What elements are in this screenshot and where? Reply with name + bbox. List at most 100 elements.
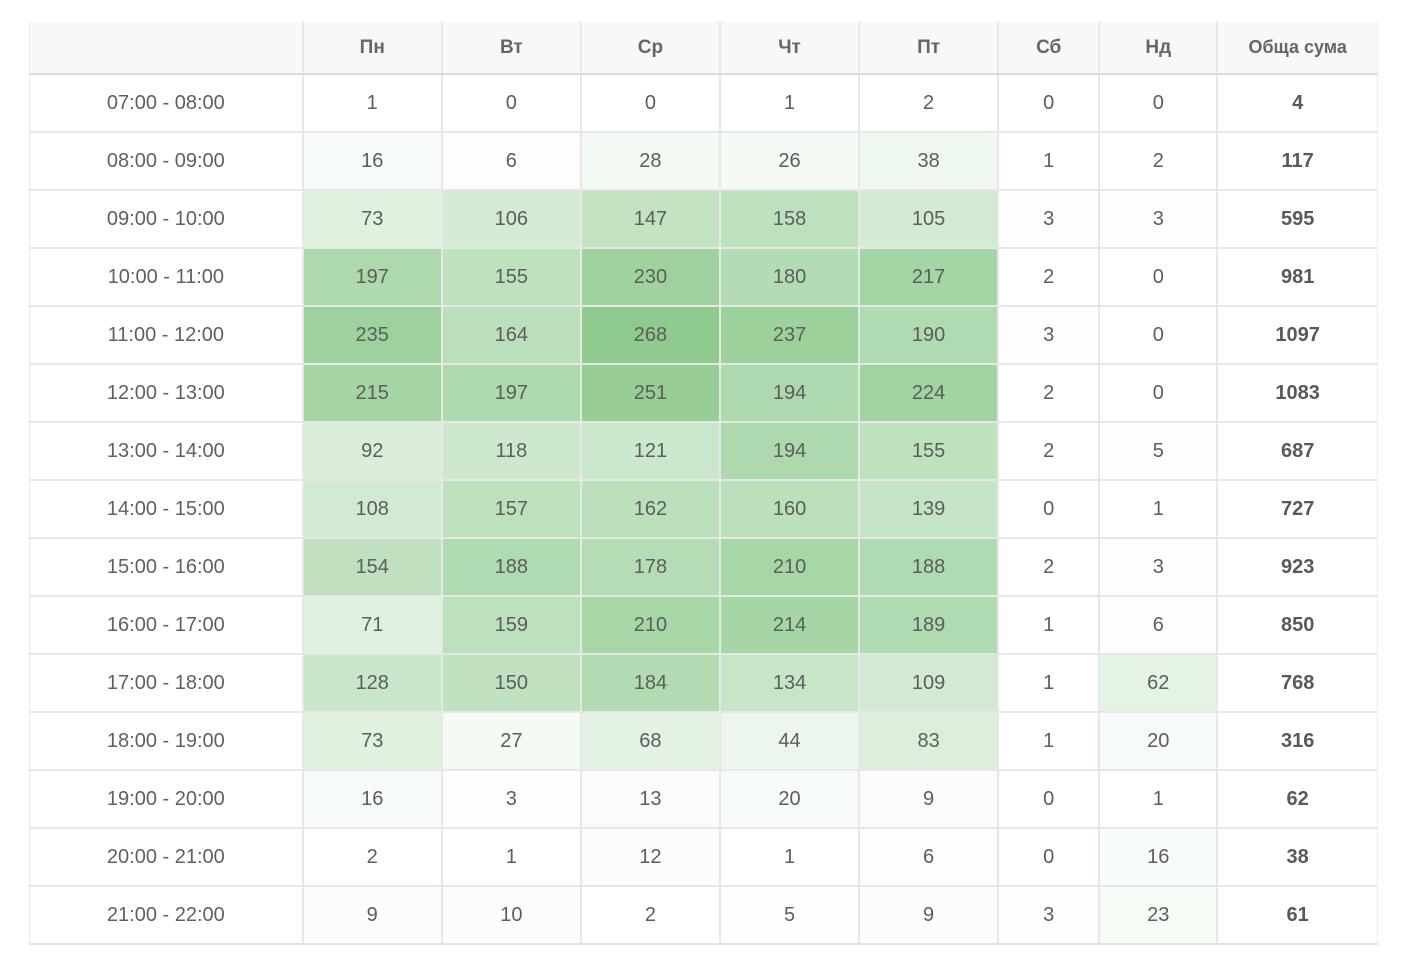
heatmap-cell[interactable]: 134	[718, 653, 861, 713]
heatmap-cell[interactable]: 105	[858, 189, 1000, 249]
heatmap-cell[interactable]: 68	[579, 711, 721, 771]
heatmap-cell[interactable]: 188	[858, 537, 1000, 597]
heatmap-cell[interactable]: 162	[579, 479, 721, 539]
heatmap-cell[interactable]: 189	[858, 595, 1000, 655]
heatmap-cell[interactable]: 180	[718, 247, 861, 307]
heatmap-cell[interactable]: 190	[858, 305, 1000, 365]
heatmap-cell[interactable]: 2	[301, 827, 443, 887]
heatmap-cell[interactable]: 10	[440, 885, 582, 945]
heatmap-cell[interactable]: 1	[1098, 479, 1219, 539]
heatmap-cell[interactable]: 188	[440, 537, 582, 597]
heatmap-cell[interactable]: 1	[997, 711, 1101, 771]
heatmap-cell[interactable]: 0	[579, 73, 721, 133]
heatmap-cell[interactable]: 6	[1098, 595, 1219, 655]
heatmap-cell[interactable]: 2	[858, 73, 1000, 133]
heatmap-cell[interactable]: 164	[440, 305, 582, 365]
heatmap-cell[interactable]: 0	[997, 769, 1101, 829]
heatmap-cell[interactable]: 0	[1098, 305, 1219, 365]
heatmap-cell[interactable]: 1	[997, 653, 1101, 713]
heatmap-cell[interactable]: 157	[440, 479, 582, 539]
heatmap-cell[interactable]: 121	[579, 421, 721, 481]
heatmap-cell[interactable]: 1	[997, 131, 1101, 191]
heatmap-cell[interactable]: 0	[997, 73, 1101, 133]
heatmap-cell[interactable]: 160	[718, 479, 861, 539]
heatmap-cell[interactable]: 0	[997, 479, 1101, 539]
heatmap-cell[interactable]: 2	[997, 247, 1101, 307]
heatmap-cell[interactable]: 3	[997, 885, 1101, 945]
heatmap-cell[interactable]: 26	[718, 131, 861, 191]
heatmap-cell[interactable]: 178	[579, 537, 721, 597]
heatmap-cell[interactable]: 6	[858, 827, 1000, 887]
heatmap-cell[interactable]: 210	[718, 537, 861, 597]
heatmap-cell[interactable]: 118	[440, 421, 582, 481]
heatmap-cell[interactable]: 158	[718, 189, 861, 249]
heatmap-cell[interactable]: 1	[440, 827, 582, 887]
heatmap-cell[interactable]: 23	[1098, 885, 1219, 945]
heatmap-cell[interactable]: 2	[1098, 131, 1219, 191]
column-header-sat[interactable]: Сб	[997, 22, 1101, 75]
heatmap-cell[interactable]: 194	[718, 363, 861, 423]
heatmap-cell[interactable]: 0	[440, 73, 582, 133]
heatmap-cell[interactable]: 215	[301, 363, 443, 423]
heatmap-cell[interactable]: 197	[440, 363, 582, 423]
column-header-thu[interactable]: Чт	[718, 22, 861, 75]
heatmap-cell[interactable]: 230	[579, 247, 721, 307]
heatmap-cell[interactable]: 27	[440, 711, 582, 771]
heatmap-cell[interactable]: 108	[301, 479, 443, 539]
heatmap-cell[interactable]: 2	[997, 421, 1101, 481]
heatmap-cell[interactable]: 155	[858, 421, 1000, 481]
heatmap-cell[interactable]: 9	[301, 885, 443, 945]
heatmap-cell[interactable]: 12	[579, 827, 721, 887]
heatmap-cell[interactable]: 16	[301, 769, 443, 829]
heatmap-cell[interactable]: 16	[1098, 827, 1219, 887]
column-header-tue[interactable]: Вт	[440, 22, 582, 75]
heatmap-cell[interactable]: 6	[440, 131, 582, 191]
heatmap-cell[interactable]: 3	[997, 305, 1101, 365]
heatmap-cell[interactable]: 184	[579, 653, 721, 713]
heatmap-cell[interactable]: 106	[440, 189, 582, 249]
column-header-mon[interactable]: Пн	[301, 22, 443, 75]
heatmap-cell[interactable]: 9	[858, 769, 1000, 829]
heatmap-cell[interactable]: 1	[718, 827, 861, 887]
heatmap-cell[interactable]: 210	[579, 595, 721, 655]
heatmap-cell[interactable]: 214	[718, 595, 861, 655]
heatmap-cell[interactable]: 109	[858, 653, 1000, 713]
heatmap-cell[interactable]: 197	[301, 247, 443, 307]
heatmap-cell[interactable]: 155	[440, 247, 582, 307]
heatmap-cell[interactable]: 0	[1098, 363, 1219, 423]
heatmap-cell[interactable]: 44	[718, 711, 861, 771]
heatmap-cell[interactable]: 235	[301, 305, 443, 365]
heatmap-cell[interactable]: 217	[858, 247, 1000, 307]
heatmap-cell[interactable]: 154	[301, 537, 443, 597]
heatmap-cell[interactable]: 159	[440, 595, 582, 655]
heatmap-cell[interactable]: 0	[1098, 73, 1219, 133]
heatmap-cell[interactable]: 13	[579, 769, 721, 829]
column-header-fri[interactable]: Пт	[858, 22, 1000, 75]
heatmap-cell[interactable]: 62	[1098, 653, 1219, 713]
heatmap-cell[interactable]: 2	[997, 537, 1101, 597]
heatmap-cell[interactable]: 0	[1098, 247, 1219, 307]
heatmap-cell[interactable]: 139	[858, 479, 1000, 539]
heatmap-cell[interactable]: 1	[718, 73, 861, 133]
heatmap-cell[interactable]: 1	[301, 73, 443, 133]
heatmap-cell[interactable]: 3	[1098, 189, 1219, 249]
heatmap-cell[interactable]: 0	[997, 827, 1101, 887]
heatmap-cell[interactable]: 2	[579, 885, 721, 945]
heatmap-cell[interactable]: 9	[858, 885, 1000, 945]
heatmap-cell[interactable]: 251	[579, 363, 721, 423]
heatmap-cell[interactable]: 2	[997, 363, 1101, 423]
heatmap-cell[interactable]: 83	[858, 711, 1000, 771]
heatmap-cell[interactable]: 92	[301, 421, 443, 481]
heatmap-cell[interactable]: 38	[858, 131, 1000, 191]
column-header-total[interactable]: Обща сума	[1216, 22, 1379, 75]
heatmap-cell[interactable]: 3	[1098, 537, 1219, 597]
heatmap-cell[interactable]: 16	[301, 131, 443, 191]
heatmap-cell[interactable]: 150	[440, 653, 582, 713]
heatmap-cell[interactable]: 5	[1098, 421, 1219, 481]
heatmap-cell[interactable]: 1	[1098, 769, 1219, 829]
heatmap-cell[interactable]: 147	[579, 189, 721, 249]
heatmap-cell[interactable]: 5	[718, 885, 861, 945]
heatmap-cell[interactable]: 73	[301, 711, 443, 771]
heatmap-cell[interactable]: 268	[579, 305, 721, 365]
heatmap-cell[interactable]: 71	[301, 595, 443, 655]
